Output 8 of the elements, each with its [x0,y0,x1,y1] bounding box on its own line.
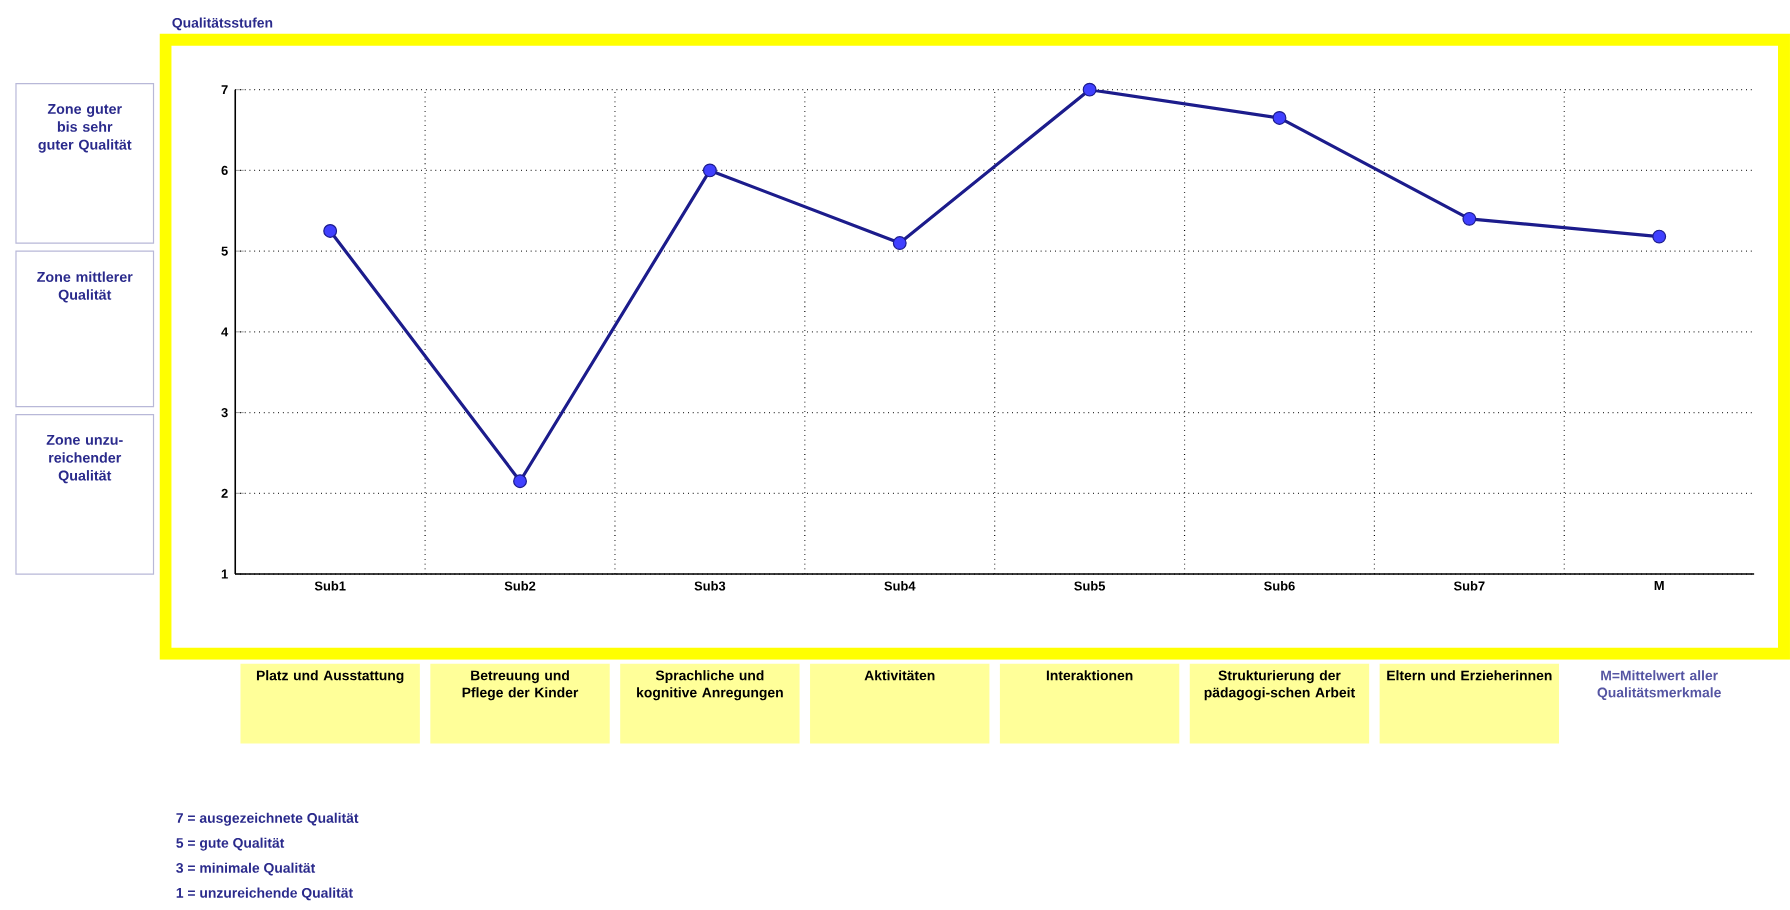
point [702,163,717,177]
point [892,235,907,250]
point [513,473,527,488]
point [1462,211,1477,226]
point [323,223,338,238]
point [1082,82,1097,97]
point [1272,110,1287,125]
point [1652,229,1667,244]
